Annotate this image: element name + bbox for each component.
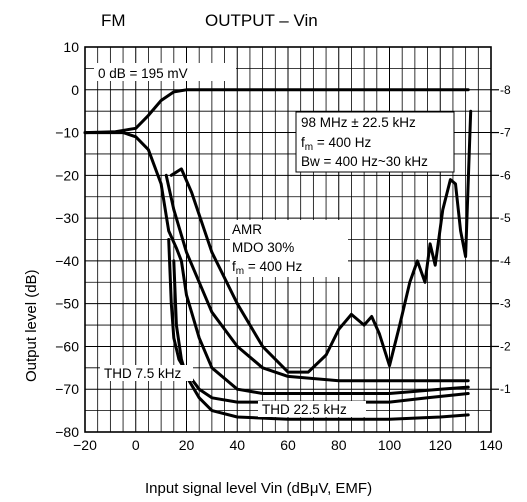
x-tick-label: −20 bbox=[73, 437, 97, 453]
y-tick-labels: 10 0 −10 −20 −30 −40 −50 −60 −70 −80 bbox=[55, 39, 79, 440]
series-line-1 bbox=[83, 88, 470, 135]
right-tick-label: -6 bbox=[500, 168, 511, 182]
y-tick-label: −80 bbox=[55, 424, 79, 440]
tick-marks bbox=[491, 89, 499, 390]
right-tick-label: -5 bbox=[500, 211, 511, 225]
amr-box-bg bbox=[230, 220, 348, 277]
x-tick-label: 60 bbox=[280, 437, 296, 453]
y-tick-label: 0 bbox=[71, 82, 79, 98]
right-tick-label: -7 bbox=[500, 126, 511, 140]
x-tick-label: 120 bbox=[429, 437, 453, 453]
plot-frame bbox=[84, 46, 492, 433]
chart-title: OUTPUT – Vin bbox=[205, 11, 318, 30]
x-tick-label: 140 bbox=[479, 437, 503, 453]
y-tick-label: −50 bbox=[55, 296, 79, 312]
x-tick-labels: −20 0 20 40 60 80 100 120 140 bbox=[73, 437, 503, 453]
thd-7-5-label-bg bbox=[100, 365, 193, 381]
y-tick-label: −30 bbox=[55, 210, 79, 226]
series-line-5 bbox=[167, 238, 470, 404]
amr-mdo-label: MDO 30% bbox=[232, 240, 294, 255]
y-tick-label: −20 bbox=[55, 167, 79, 183]
thd-22-5-label: THD 22.5 kHz bbox=[262, 402, 347, 417]
y-tick-label: −70 bbox=[55, 381, 79, 397]
series-group bbox=[83, 88, 473, 421]
y-tick-label: 10 bbox=[63, 39, 79, 55]
right-tick-label: -4 bbox=[500, 254, 511, 268]
thd-7-5-label: THD 7.5 kHz bbox=[104, 366, 182, 381]
chart-mode-label: FM bbox=[101, 11, 126, 30]
right-tick-label: -1 bbox=[500, 382, 511, 396]
conditions-fm: fm = 400 Hz bbox=[301, 135, 372, 153]
x-tick-label: 20 bbox=[179, 437, 195, 453]
thd-22-5-label-bg bbox=[258, 401, 366, 417]
x-tick-label: 100 bbox=[378, 437, 402, 453]
x-axis-label: Input signal level Vin (dBμV, EMF) bbox=[145, 480, 372, 497]
ref-label: 0 dB = 195 mV bbox=[98, 66, 188, 81]
amr-fm-label: fm = 400 Hz bbox=[232, 259, 303, 277]
right-tick-label: -2 bbox=[500, 339, 511, 353]
right-tick-labels: -8 -7 -6 -5 -4 -3 -2 -1 bbox=[500, 83, 511, 396]
series-line-6 bbox=[172, 259, 470, 421]
right-tick-label: -8 bbox=[500, 83, 511, 97]
conditions-box bbox=[295, 111, 455, 173]
conditions-freq: 98 MHz ± 22.5 kHz bbox=[301, 115, 416, 130]
y-tick-label: −10 bbox=[55, 125, 79, 141]
x-tick-label: 40 bbox=[229, 437, 245, 453]
amr-label: AMR bbox=[232, 222, 262, 237]
y-tick-label: −60 bbox=[55, 338, 79, 354]
ref-label-bg bbox=[94, 63, 236, 81]
right-tick-label: -3 bbox=[500, 297, 511, 311]
series-line-2 bbox=[83, 131, 470, 395]
x-tick-label: 0 bbox=[132, 437, 140, 453]
y-tick-label: −40 bbox=[55, 253, 79, 269]
series-line-3 bbox=[169, 109, 473, 374]
x-tick-label: 80 bbox=[331, 437, 347, 453]
conditions-bw: Bw = 400 Hz~30 kHz bbox=[301, 154, 428, 169]
series-line-4 bbox=[164, 173, 470, 383]
y-axis-label: Output level (dB) bbox=[23, 269, 40, 382]
